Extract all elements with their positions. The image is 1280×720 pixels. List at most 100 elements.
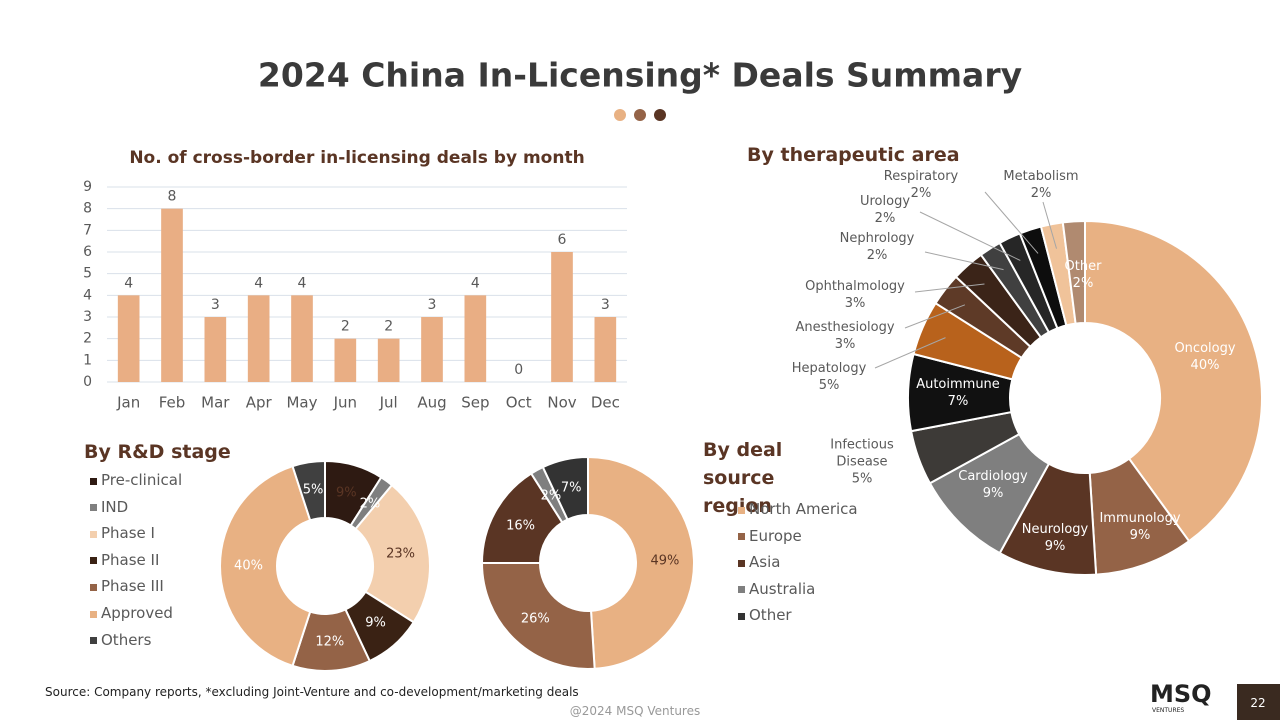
- chart-title: By R&D stage: [84, 441, 231, 463]
- slice-label: Hepatology 5%: [792, 360, 867, 394]
- x-tick-label: Aug: [417, 394, 446, 412]
- slice-label: 5%: [302, 482, 324, 498]
- y-tick-label: 3: [83, 309, 92, 325]
- legend-swatch: [738, 506, 745, 514]
- chart-title: By deal source region: [703, 439, 783, 517]
- slice-value: 2%: [910, 186, 932, 201]
- x-tick-label: May: [286, 394, 317, 412]
- legend-swatch: [90, 637, 97, 645]
- copyright: @2024 MSQ Ventures: [569, 704, 701, 718]
- bar: [204, 317, 227, 382]
- slice-label: Oncology 40%: [1174, 340, 1235, 374]
- leader-line: [919, 211, 1021, 261]
- legend-label: Phase III: [101, 577, 164, 596]
- legend-label: Asia: [749, 553, 781, 572]
- slice-label: 49%: [650, 553, 680, 569]
- data-label: 4: [254, 275, 263, 291]
- slice-label: 2%: [540, 488, 562, 504]
- slice-value: 9%: [1044, 539, 1066, 554]
- x-tick-label: Mar: [201, 394, 230, 412]
- legend-swatch: [738, 586, 745, 594]
- data-label: 3: [428, 297, 437, 313]
- slice-label: 9%: [336, 485, 357, 501]
- bar: [421, 317, 443, 382]
- legend-label: Phase II: [101, 550, 160, 569]
- slice-label: Urology 2%: [860, 193, 910, 227]
- x-tick-label: Oct: [506, 394, 532, 412]
- slice-label: 16%: [506, 518, 535, 534]
- slice-category: Immunology: [1099, 511, 1181, 526]
- y-tick-label: 6: [83, 244, 92, 260]
- y-tick-label: 2: [83, 331, 92, 347]
- slice-value: 5%: [818, 378, 840, 393]
- legend-swatch: [738, 559, 745, 567]
- slice-label: 40%: [234, 558, 263, 574]
- slice: [480, 562, 596, 670]
- slice-label: Anesthesiology 3%: [795, 319, 894, 353]
- slice-label: Nephrology 2%: [840, 230, 915, 264]
- x-tick-label: Dec: [591, 394, 620, 412]
- slice-value: 2%: [1030, 186, 1052, 201]
- slice-category: Urology: [859, 194, 911, 209]
- slice-value: 2%: [1072, 276, 1094, 291]
- legend-swatch: [90, 610, 97, 618]
- leader-line: [904, 304, 966, 329]
- leader-line: [1042, 201, 1057, 249]
- slice-label: Infectious Disease 5%: [822, 437, 902, 488]
- slide-title: 2024 China In-Licensing* Deals Summary: [257, 55, 1023, 95]
- data-label: 4: [124, 275, 133, 291]
- legend-swatch: [90, 530, 97, 538]
- data-label: 0: [514, 362, 523, 378]
- leader-line: [984, 191, 1039, 254]
- dot: [614, 109, 626, 121]
- data-label: 3: [211, 297, 220, 313]
- slice-category: Cardiology: [958, 469, 1028, 484]
- legend-swatch: [738, 612, 745, 620]
- bar: [464, 295, 487, 382]
- chart-title: No. of cross-border in-licensing deals b…: [129, 148, 585, 168]
- x-tick-label: Jan: [116, 394, 140, 412]
- slice-category: Hepatology: [791, 361, 867, 376]
- slice-category: Neurology: [1021, 522, 1089, 537]
- dot: [634, 109, 646, 121]
- slice-category: Infectious Disease: [830, 437, 894, 470]
- slice-value: 2%: [874, 211, 896, 226]
- bar: [117, 295, 140, 382]
- page-box: [1237, 684, 1280, 720]
- slice-category: Metabolism: [1003, 169, 1079, 184]
- slice-label: Autoimmune 7%: [916, 376, 1000, 410]
- slice-value: 9%: [1129, 528, 1151, 543]
- bar: [334, 338, 357, 382]
- slice-category: Autoimmune: [916, 377, 1000, 392]
- bar: [161, 208, 183, 382]
- y-tick-label: 7: [83, 222, 92, 238]
- slice-value: 3%: [834, 337, 856, 352]
- slice-label: 23%: [386, 546, 415, 562]
- source-note: Source: Company reports, *excluding Join…: [45, 685, 579, 699]
- bar: [291, 295, 313, 382]
- data-label: 4: [471, 275, 480, 291]
- slice-label: Ophthalmology 3%: [805, 278, 905, 312]
- slice: [219, 464, 312, 668]
- slice-label: Metabolism 2%: [1003, 168, 1078, 202]
- slice-value: 5%: [851, 471, 873, 487]
- slice-category: Anesthesiology: [795, 320, 895, 335]
- slice-value: 40%: [1190, 358, 1220, 373]
- bar: [377, 338, 400, 382]
- slice-label: Immunology 9%: [1099, 510, 1180, 544]
- slice-category: Nephrology: [839, 231, 915, 246]
- legend-swatch: [738, 533, 745, 541]
- slice: [354, 483, 431, 624]
- chart-title: By therapeutic area: [747, 144, 960, 166]
- data-label: 2: [341, 319, 350, 335]
- slice-category: Ophthalmology: [805, 279, 905, 294]
- y-tick-label: 8: [83, 201, 92, 217]
- slice-value: 9%: [982, 486, 1004, 501]
- leader-line: [914, 283, 985, 293]
- slice-label: Neurology 9%: [1022, 521, 1089, 555]
- legend-swatch: [90, 557, 97, 565]
- y-tick-label: 1: [83, 352, 92, 368]
- leader-line: [924, 251, 1004, 271]
- slice-value: 3%: [844, 296, 866, 311]
